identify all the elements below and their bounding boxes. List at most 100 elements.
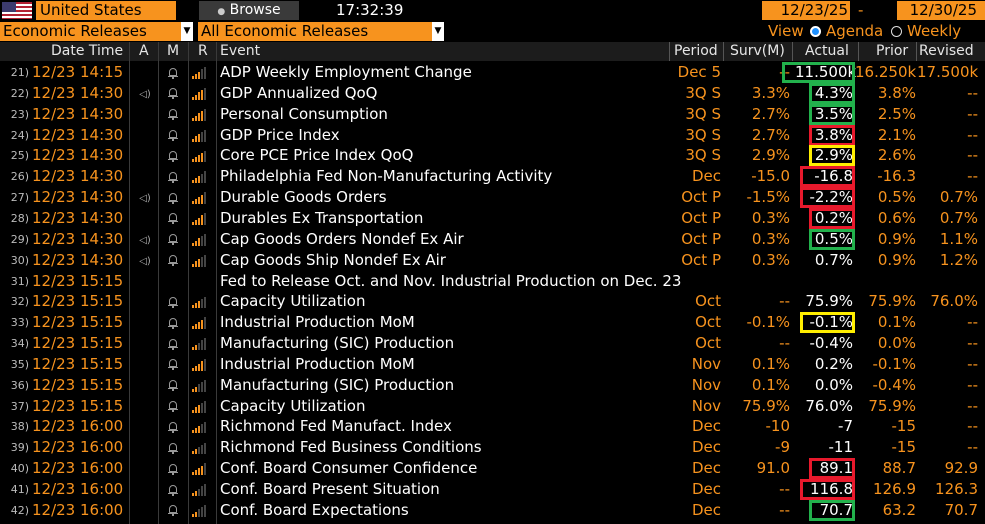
alert-cell[interactable] [137, 312, 153, 333]
bell-icon[interactable] [168, 129, 178, 142]
event-name[interactable]: Core PCE Price Index QoQ [220, 146, 414, 165]
bell-cell[interactable] [163, 354, 183, 375]
table-row[interactable]: 27) 12/23 14:30 ◁) Durable Goods Orders Oct … [0, 187, 985, 209]
bell-cell[interactable] [163, 208, 183, 229]
alert-cell[interactable] [137, 62, 153, 83]
bell-cell[interactable] [163, 145, 183, 166]
bell-cell[interactable] [163, 416, 183, 437]
bell-cell[interactable] [163, 396, 183, 417]
alert-cell[interactable] [137, 479, 153, 500]
agenda-radio[interactable] [810, 26, 821, 37]
bell-icon[interactable] [168, 212, 178, 225]
table-row[interactable]: 24) 12/23 14:30 GDP Price Index 3Q S 2.7% 3.8… [0, 124, 985, 146]
bell-icon[interactable] [168, 442, 178, 454]
bell-cell[interactable] [163, 500, 183, 521]
bell-icon[interactable] [168, 400, 178, 413]
bell-icon[interactable] [168, 358, 178, 371]
bell-cell[interactable] [163, 333, 183, 354]
event-name[interactable]: Capacity Utilization [220, 396, 366, 415]
col-actual[interactable]: Actual [805, 43, 849, 59]
event-name[interactable]: Conf. Board Consumer Confidence [220, 459, 478, 478]
col-event[interactable]: Event [220, 43, 261, 59]
col-m[interactable]: M [167, 43, 180, 59]
bell-icon[interactable] [168, 463, 178, 475]
alert-cell[interactable] [137, 458, 153, 479]
alert-cell[interactable]: ◁) [137, 229, 153, 250]
event-name[interactable]: Industrial Production MoM [220, 354, 415, 373]
table-row[interactable]: 34) 12/23 15:15 Manufacturing (SIC) Produc… [0, 333, 985, 354]
bell-cell[interactable] [163, 458, 183, 479]
alert-cell[interactable] [137, 104, 153, 125]
alert-cell[interactable] [137, 271, 153, 292]
table-row[interactable]: 37) 12/23 15:15 Capacity Utilization Nov 75.… [0, 396, 985, 417]
col-period[interactable]: Period [674, 43, 718, 59]
table-row[interactable]: 42) 12/23 16:00 Conf. Board Expectations De… [0, 499, 985, 521]
event-name[interactable]: GDP Annualized QoQ [220, 83, 378, 102]
start-date-field[interactable]: 12/23/25 [762, 1, 850, 20]
bell-icon[interactable] [168, 296, 178, 308]
event-name[interactable]: Conf. Board Expectations [220, 500, 409, 519]
table-row[interactable]: 22) 12/23 14:30 ◁) GDP Annualized QoQ 3Q S 3.… [0, 82, 985, 104]
bell-cell[interactable] [163, 229, 183, 250]
bell-icon[interactable] [168, 338, 178, 350]
bell-cell[interactable] [163, 83, 183, 104]
alert-cell[interactable] [137, 354, 153, 375]
table-row[interactable]: 39) 12/23 16:00 Richmond Fed Business Cond… [0, 437, 985, 458]
table-row[interactable]: 26) 12/23 14:30 Philadelphia Fed Non-Manuf… [0, 166, 985, 188]
bell-cell[interactable] [163, 250, 183, 271]
country-field[interactable]: United States [36, 1, 176, 20]
event-name[interactable]: Manufacturing (SIC) Production [220, 375, 455, 394]
bell-cell[interactable] [163, 479, 183, 500]
browse-button[interactable]: ● Browse [199, 1, 299, 20]
event-name[interactable]: Cap Goods Ship Nondef Ex Air [220, 250, 446, 269]
bell-icon[interactable] [168, 171, 178, 183]
bell-cell[interactable] [163, 125, 183, 146]
alert-cell[interactable] [137, 396, 153, 417]
weekly-radio[interactable] [891, 26, 902, 37]
alert-cell[interactable] [137, 333, 153, 354]
release-type-dropdown[interactable]: Economic Releases ▼ [0, 22, 193, 41]
col-r[interactable]: R [198, 43, 208, 59]
alert-cell[interactable] [137, 125, 153, 146]
table-row[interactable]: 35) 12/23 15:15 Industrial Production MoM N… [0, 354, 985, 375]
bell-cell[interactable] [163, 312, 183, 333]
chevron-down-icon[interactable]: ▼ [432, 22, 444, 41]
table-row[interactable]: 23) 12/23 14:30 Personal Consumption 3Q S 2.… [0, 103, 985, 125]
bell-icon[interactable] [168, 379, 178, 392]
bell-icon[interactable] [168, 504, 178, 517]
alert-cell[interactable] [137, 291, 153, 312]
chevron-down-icon[interactable]: ▼ [181, 22, 193, 41]
bell-cell[interactable] [163, 104, 183, 125]
bell-cell[interactable] [163, 437, 183, 458]
alert-cell[interactable] [137, 166, 153, 187]
alert-cell[interactable]: ◁) [137, 250, 153, 271]
table-row[interactable]: 36) 12/23 15:15 Manufacturing (SIC) Produc… [0, 375, 985, 396]
table-row[interactable]: 41) 12/23 16:00 Conf. Board Present Situat… [0, 479, 985, 500]
event-name[interactable]: Fed to Release Oct. and Nov. Industrial … [220, 271, 682, 290]
event-name[interactable]: GDP Price Index [220, 125, 340, 144]
event-name[interactable]: ADP Weekly Employment Change [220, 63, 472, 81]
alert-cell[interactable]: ◁) [137, 187, 153, 208]
event-name[interactable]: Richmond Fed Manufact. Index [220, 417, 452, 436]
table-row[interactable]: 40) 12/23 16:00 Conf. Board Consumer Confi… [0, 458, 985, 480]
col-prior[interactable]: Prior [876, 43, 909, 59]
bell-icon[interactable] [168, 233, 178, 246]
bell-icon[interactable] [168, 150, 178, 162]
table-row[interactable]: 33) 12/23 15:15 Industrial Production MoM O… [0, 312, 985, 334]
bell-cell[interactable] [163, 291, 183, 312]
event-name[interactable]: Industrial Production MoM [220, 313, 415, 332]
col-datetime[interactable]: Date Time [51, 43, 124, 59]
bell-cell[interactable] [163, 375, 183, 396]
event-name[interactable]: Personal Consumption [220, 104, 388, 123]
event-name[interactable]: Capacity Utilization [220, 292, 366, 311]
col-survey[interactable]: Surv(M) [730, 43, 785, 59]
col-revised[interactable]: Revised [919, 43, 974, 59]
table-row[interactable]: 32) 12/23 15:15 Capacity Utilization Oct -- 7… [0, 291, 985, 312]
table-row[interactable]: 38) 12/23 16:00 Richmond Fed Manufact. Ind… [0, 416, 985, 437]
bell-icon[interactable] [168, 87, 178, 100]
bell-icon[interactable] [168, 317, 178, 329]
alert-cell[interactable] [137, 500, 153, 521]
end-date-field[interactable]: 12/30/25 [897, 1, 985, 20]
bell-icon[interactable] [168, 67, 178, 79]
alert-cell[interactable] [137, 145, 153, 166]
